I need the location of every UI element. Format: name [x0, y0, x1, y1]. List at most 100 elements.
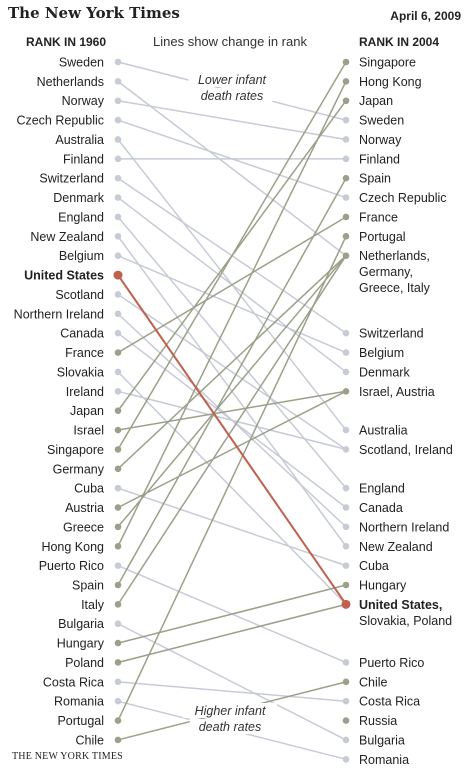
left-rank-dot	[113, 270, 123, 280]
right-country-label: Israel, Austria	[359, 385, 435, 399]
right-rank-dot	[342, 252, 350, 259]
left-rank-dot	[114, 659, 122, 666]
left-country-label: Germany	[53, 462, 105, 476]
left-rank-dot	[114, 620, 122, 628]
chart-annotation: death rates	[199, 720, 262, 734]
left-country-label: Cuba	[74, 482, 104, 496]
slope-line	[117, 681, 347, 702]
right-country-label: Australia	[359, 424, 408, 438]
slope-line	[117, 584, 347, 644]
left-rank-dot	[114, 97, 122, 105]
left-country-label: Denmark	[53, 191, 104, 205]
left-country-label: Australia	[55, 133, 104, 147]
left-country-label: Norway	[62, 94, 105, 108]
right-country-label: Slovakia, Poland	[359, 614, 452, 628]
left-rank-dot	[114, 736, 122, 744]
left-country-label: Israel	[73, 424, 104, 438]
left-country-label: Canada	[60, 327, 104, 341]
left-rank-dot	[114, 504, 122, 511]
right-country-label: Japan	[359, 94, 393, 108]
left-rank-dot	[114, 174, 122, 182]
right-country-label: Netherlands,	[359, 249, 430, 263]
right-rank-dot	[342, 213, 350, 221]
right-country-label: Switzerland	[359, 327, 424, 341]
left-country-label: Austria	[65, 501, 104, 515]
annotation-backing	[189, 719, 271, 734]
slope-line	[117, 216, 347, 354]
right-country-label: Scotland, Ireland	[359, 443, 453, 457]
slope-line	[117, 177, 347, 586]
left-rank-dot	[114, 407, 122, 414]
left-rank-dot	[114, 136, 122, 143]
right-country-label: Hungary	[359, 578, 407, 592]
left-country-label: Poland	[65, 656, 104, 670]
slope-line	[117, 371, 347, 605]
left-rank-dot	[114, 523, 122, 531]
right-country-label: New Zealand	[359, 540, 433, 554]
annotation-backing	[191, 88, 273, 103]
right-rank-dot	[342, 756, 350, 763]
chart-annotation: Lower infant	[198, 73, 267, 87]
right-rank-dot	[342, 155, 350, 163]
left-country-label: England	[58, 210, 104, 224]
right-country-label: Cuba	[359, 559, 389, 573]
left-rank-dot	[114, 562, 122, 569]
right-rank-dot	[342, 659, 350, 666]
right-rank-dot	[342, 542, 350, 550]
left-country-label: Czech Republic	[16, 114, 104, 128]
left-rank-dot	[114, 155, 122, 163]
masthead-logo: The New York Times	[8, 4, 180, 22]
right-country-label: Czech Republic	[359, 191, 447, 205]
left-country-label: Finland	[63, 152, 104, 166]
left-country-label: Northern Ireland	[14, 307, 104, 321]
left-country-label: Hungary	[57, 637, 105, 651]
left-country-label: Greece	[63, 520, 104, 534]
left-rank-dot	[114, 349, 122, 356]
right-country-label: Romania	[359, 753, 409, 767]
right-rank-dot	[342, 581, 350, 589]
right-country-label: Greece, Italy	[359, 281, 431, 295]
slope-line	[117, 274, 347, 605]
left-country-label: Italy	[81, 598, 105, 612]
publication-date: April 6, 2009	[390, 9, 461, 23]
right-country-label: Finland	[359, 152, 400, 166]
right-country-label: Singapore	[359, 56, 416, 70]
left-country-label: Sweden	[59, 56, 104, 70]
right-rank-dot	[342, 426, 350, 434]
right-rank-dot	[341, 599, 351, 609]
slope-line	[117, 390, 347, 451]
right-country-label: Canada	[359, 501, 403, 515]
right-rank-dot	[342, 368, 350, 376]
right-column-heading: RANK IN 2004	[359, 35, 440, 49]
left-country-label: Portugal	[57, 714, 104, 728]
right-country-label: Chile	[359, 675, 388, 689]
left-rank-dot	[114, 426, 122, 434]
slope-line	[117, 293, 347, 451]
left-rank-dot	[114, 678, 122, 686]
left-rank-dot	[114, 601, 122, 608]
right-country-label: Russia	[359, 714, 397, 728]
left-country-label: Chile	[76, 733, 105, 747]
left-rank-dot	[114, 717, 122, 724]
right-rank-dot	[342, 697, 350, 705]
left-rank-dot	[114, 387, 122, 395]
left-rank-dot	[114, 252, 122, 259]
slope-line	[117, 390, 347, 431]
left-rank-dot	[114, 581, 122, 589]
slope-line	[117, 390, 347, 509]
left-country-label: Belgium	[59, 249, 104, 263]
left-rank-dot	[114, 233, 122, 240]
left-rank-dot	[114, 639, 122, 647]
left-rank-dot	[114, 697, 122, 705]
left-country-label: United States	[24, 269, 104, 283]
footer-credit: THE NEW YORK TIMES	[12, 751, 123, 762]
annotation-backing	[188, 72, 276, 87]
left-country-label: Slovakia	[57, 365, 104, 379]
slope-line	[117, 80, 347, 257]
right-rank-dot	[342, 233, 350, 240]
left-rank-dot	[114, 78, 122, 85]
slope-line	[117, 255, 347, 528]
right-country-label: United States,	[359, 598, 442, 612]
left-rank-dot	[114, 291, 122, 298]
